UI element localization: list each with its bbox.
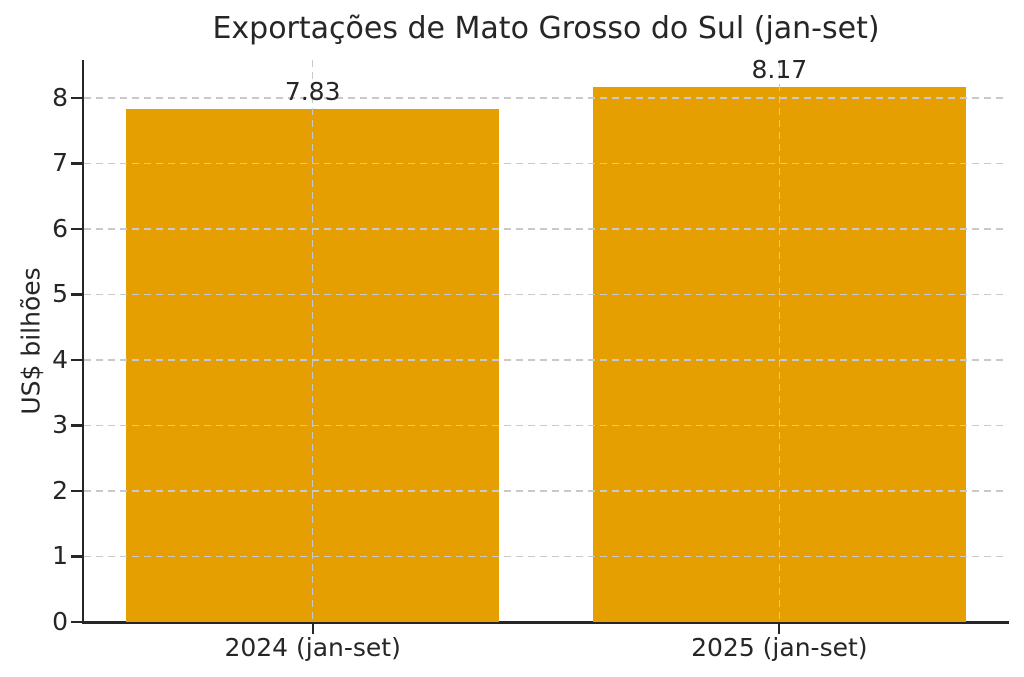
y-tick-label: 5 [52, 279, 68, 309]
y-tick-mark [71, 424, 82, 427]
y-tick-mark [71, 555, 82, 558]
gridline-vertical [778, 60, 781, 622]
x-axis-spine [81, 621, 1009, 624]
bar-value-label: 8.17 [751, 54, 808, 84]
y-tick-mark [71, 358, 82, 362]
x-tick-label: 2024 (jan-set) [224, 633, 401, 662]
y-tick-mark [71, 162, 82, 165]
grid-layer [84, 60, 1008, 622]
x-tick-mark [778, 623, 781, 634]
y-tick-mark [71, 96, 82, 100]
y-tick-mark [71, 227, 82, 231]
x-tick-label: 2025 (jan-set) [691, 633, 868, 662]
y-axis-spine [81, 60, 84, 624]
y-tick-label: 2 [52, 475, 68, 505]
gridline-horizontal [84, 555, 1008, 558]
gridline-horizontal [84, 97, 1008, 99]
plot-area: 7.83 8.17 [84, 55, 1008, 622]
y-tick-label: 7 [52, 148, 68, 178]
y-tick-mark [71, 489, 82, 493]
bar-value-label: 7.83 [284, 77, 341, 107]
gridline-horizontal [84, 228, 1008, 230]
gridline-vertical [311, 60, 314, 622]
x-tick-mark [311, 623, 314, 634]
y-tick-label: 8 [52, 82, 68, 112]
gridline-horizontal [84, 490, 1008, 492]
gridline-horizontal [84, 162, 1008, 165]
gridline-horizontal [84, 293, 1008, 296]
y-tick-label: 3 [52, 410, 68, 440]
y-tick-mark [71, 293, 82, 296]
gridline-horizontal [84, 424, 1008, 427]
y-tick-label: 0 [52, 607, 68, 636]
gridline-horizontal [84, 359, 1008, 361]
y-tick-mark [71, 620, 82, 624]
y-tick-label: 4 [52, 344, 68, 374]
y-tick-label: 6 [52, 213, 68, 243]
y-tick-label: 1 [52, 541, 68, 571]
chart-title: Exportações de Mato Grosso do Sul (jan-s… [212, 11, 880, 46]
label-layer: 7.83 8.17 [84, 55, 1008, 622]
